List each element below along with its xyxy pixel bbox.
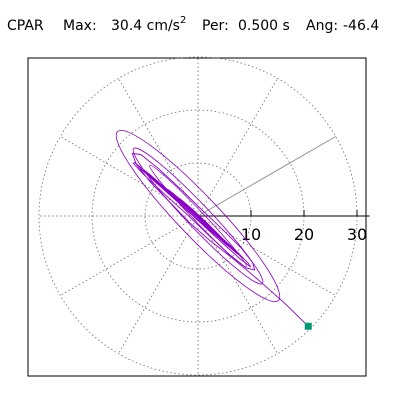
peak-point-marker [304, 322, 312, 330]
grid-spoke-60 [197, 78, 278, 217]
grid-spoke-120 [118, 78, 199, 217]
radial-tick-label-10: 10 [241, 225, 261, 244]
peak-marker-layer [304, 322, 312, 330]
motion-envelope-1 [115, 129, 281, 303]
ang-value: -46.4 [343, 18, 380, 34]
radial-tick-label-30: 30 [347, 225, 367, 244]
spoke-max-direction [197, 136, 336, 217]
chart-header: CPAR Max: 30.4 cm/s2 Per: 0.500 s Ang: -… [0, 0, 400, 40]
grid-spoke-210 [60, 215, 199, 296]
max-value-group: 30.4 cm/s2 [111, 16, 186, 34]
station-code: CPAR [7, 18, 44, 34]
ang-label: Ang: [306, 18, 339, 34]
motion-envelope-2 [132, 147, 264, 285]
motion-trace-path-1 [131, 153, 309, 327]
per-label: Per: [202, 18, 229, 34]
particle-motion-trace [115, 129, 309, 327]
grid-spoke-330 [197, 215, 336, 296]
grid-spoke-300 [197, 215, 278, 354]
motion-envelope-3 [149, 164, 247, 268]
grid-spoke-150 [60, 136, 199, 217]
max-label: Max: [63, 18, 97, 34]
max-value: 30.4 cm/s [111, 18, 180, 34]
per-value: 0.500 s [238, 18, 290, 34]
max-unit-exponent: 2 [179, 15, 187, 26]
grid-spoke-240 [118, 215, 199, 354]
radial-tick-label-20: 20 [294, 225, 314, 244]
